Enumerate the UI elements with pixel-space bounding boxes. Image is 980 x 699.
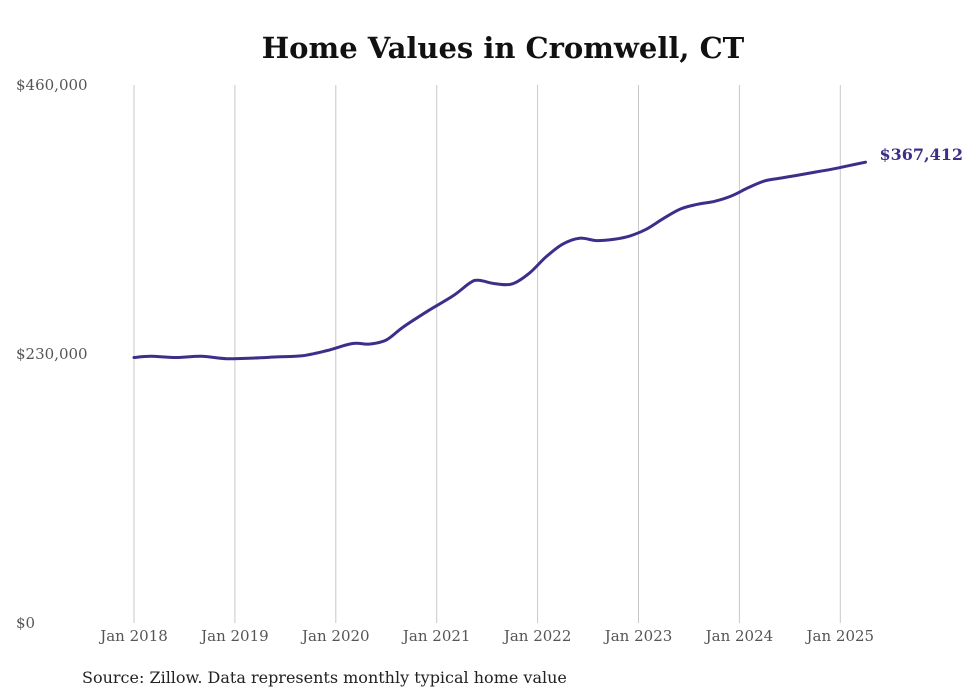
home-value-line <box>132 160 867 361</box>
end-value-label: $367,412 <box>880 145 964 164</box>
x-tick-label: Jan 2022 <box>502 627 572 645</box>
x-tick-label: Jan 2025 <box>805 627 875 645</box>
y-tick-label: $230,000 <box>16 345 88 363</box>
x-tick-label: Jan 2024 <box>704 627 774 645</box>
x-tick-label: Jan 2019 <box>199 627 269 645</box>
x-tick-label: Jan 2020 <box>300 627 370 645</box>
x-tick-label: Jan 2023 <box>603 627 673 645</box>
y-axis-ticks: $0 $230,000 $460,000 <box>16 76 88 632</box>
annotation-layer: $367,412 <box>880 145 964 164</box>
series-layer <box>132 160 867 361</box>
x-tick-label: Jan 2021 <box>401 627 471 645</box>
chart-title: Home Values in Cromwell, CT <box>261 31 745 65</box>
source-note: Source: Zillow. Data represents monthly … <box>82 668 567 687</box>
y-tick-label: $460,000 <box>16 76 88 94</box>
x-tick-label: Jan 2018 <box>98 627 168 645</box>
gridlines <box>133 85 841 623</box>
x-axis-ticks: Jan 2018 Jan 2019 Jan 2020 Jan 2021 Jan 2022… <box>98 627 874 645</box>
y-tick-label: $0 <box>16 614 35 632</box>
